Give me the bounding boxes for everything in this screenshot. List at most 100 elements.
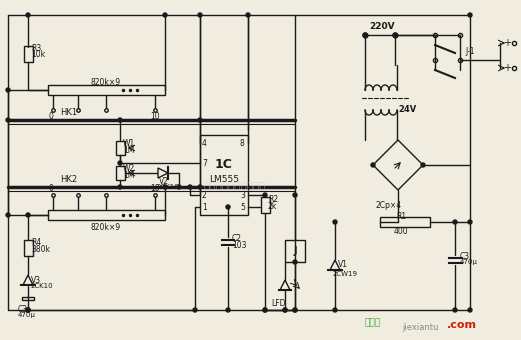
Text: 470μ: 470μ xyxy=(18,312,36,318)
Circle shape xyxy=(118,185,122,189)
Circle shape xyxy=(26,308,30,312)
Circle shape xyxy=(188,185,192,189)
Bar xyxy=(22,297,34,300)
Circle shape xyxy=(468,13,472,17)
Circle shape xyxy=(283,308,287,312)
Text: LM555: LM555 xyxy=(209,174,239,184)
Circle shape xyxy=(468,308,472,312)
Circle shape xyxy=(293,308,297,312)
Text: 7: 7 xyxy=(202,158,207,168)
Text: R4: R4 xyxy=(31,238,41,247)
Text: 0: 0 xyxy=(48,112,54,121)
Bar xyxy=(200,135,248,215)
Bar xyxy=(116,166,125,180)
Bar xyxy=(116,141,125,155)
Text: C2: C2 xyxy=(232,234,242,243)
Circle shape xyxy=(26,213,30,217)
Text: 2Cp×4: 2Cp×4 xyxy=(376,201,402,210)
Circle shape xyxy=(293,260,297,264)
Text: W1: W1 xyxy=(123,139,135,148)
Text: +: + xyxy=(503,63,511,73)
Text: .com: .com xyxy=(447,320,477,330)
Text: R2: R2 xyxy=(268,195,278,204)
Text: 4: 4 xyxy=(202,138,207,148)
Text: W2: W2 xyxy=(123,164,135,173)
Circle shape xyxy=(283,308,287,312)
Text: 杭州洹秦科技有限公司: 杭州洹秦科技有限公司 xyxy=(204,180,266,190)
Text: 1C: 1C xyxy=(215,158,233,171)
Text: C3: C3 xyxy=(460,252,470,261)
Circle shape xyxy=(333,220,337,224)
Circle shape xyxy=(26,308,30,312)
Circle shape xyxy=(263,193,267,197)
Text: 400: 400 xyxy=(394,227,408,236)
Bar xyxy=(23,46,32,62)
Text: V3: V3 xyxy=(31,276,41,285)
Text: 0: 0 xyxy=(48,184,54,193)
Circle shape xyxy=(6,118,10,122)
Text: 470μ: 470μ xyxy=(460,259,478,265)
Text: 2k: 2k xyxy=(268,202,277,211)
Text: 8: 8 xyxy=(240,138,245,148)
Text: HK1: HK1 xyxy=(60,108,77,117)
Circle shape xyxy=(6,213,10,217)
Circle shape xyxy=(453,308,457,312)
Bar xyxy=(380,217,430,227)
Text: 3: 3 xyxy=(240,190,245,200)
Circle shape xyxy=(421,163,425,167)
Text: 2: 2 xyxy=(202,190,207,200)
Text: LFD: LFD xyxy=(272,299,286,308)
Circle shape xyxy=(263,308,267,312)
Circle shape xyxy=(393,33,397,37)
Circle shape xyxy=(363,33,367,37)
Circle shape xyxy=(226,205,230,209)
Circle shape xyxy=(163,185,167,189)
Circle shape xyxy=(198,185,202,189)
Circle shape xyxy=(293,193,297,197)
Circle shape xyxy=(193,308,197,312)
Text: 10: 10 xyxy=(150,112,160,121)
Circle shape xyxy=(371,163,375,167)
Bar xyxy=(23,240,32,256)
Bar xyxy=(285,240,305,262)
Circle shape xyxy=(198,118,202,122)
Circle shape xyxy=(263,308,267,312)
Text: J-1: J-1 xyxy=(465,47,475,56)
Bar xyxy=(48,210,165,220)
Text: 103: 103 xyxy=(232,241,246,250)
Text: 2CW19: 2CW19 xyxy=(333,271,358,277)
Text: 接线图: 接线图 xyxy=(365,319,381,327)
Text: R1: R1 xyxy=(396,212,406,221)
Text: 1M: 1M xyxy=(123,146,134,155)
Circle shape xyxy=(177,185,181,189)
Circle shape xyxy=(226,308,230,312)
Text: V1: V1 xyxy=(338,260,348,269)
Text: 820k×9: 820k×9 xyxy=(91,223,121,232)
Circle shape xyxy=(118,118,122,122)
Text: 24V: 24V xyxy=(398,105,416,114)
Circle shape xyxy=(333,308,337,312)
Text: V2: V2 xyxy=(159,177,169,186)
Circle shape xyxy=(118,161,122,165)
Text: 5: 5 xyxy=(240,203,245,211)
Text: +: + xyxy=(503,38,511,48)
Circle shape xyxy=(198,13,202,17)
Text: 1M: 1M xyxy=(123,171,134,180)
Text: R3: R3 xyxy=(31,44,41,53)
Text: 2CK10: 2CK10 xyxy=(31,283,54,289)
Text: 10: 10 xyxy=(150,184,160,193)
Circle shape xyxy=(293,308,297,312)
Text: 220V: 220V xyxy=(369,22,394,31)
Circle shape xyxy=(26,308,30,312)
Text: 2CK10: 2CK10 xyxy=(157,184,180,190)
Circle shape xyxy=(163,13,167,17)
Text: 380k: 380k xyxy=(31,245,50,254)
Text: C3: C3 xyxy=(18,305,28,314)
Text: 10k: 10k xyxy=(31,50,45,59)
Text: J: J xyxy=(293,246,297,256)
Bar xyxy=(260,197,269,213)
Text: 820k×9: 820k×9 xyxy=(91,78,121,87)
Bar xyxy=(48,85,165,95)
Text: jiexiantu: jiexiantu xyxy=(402,323,438,333)
Circle shape xyxy=(26,13,30,17)
